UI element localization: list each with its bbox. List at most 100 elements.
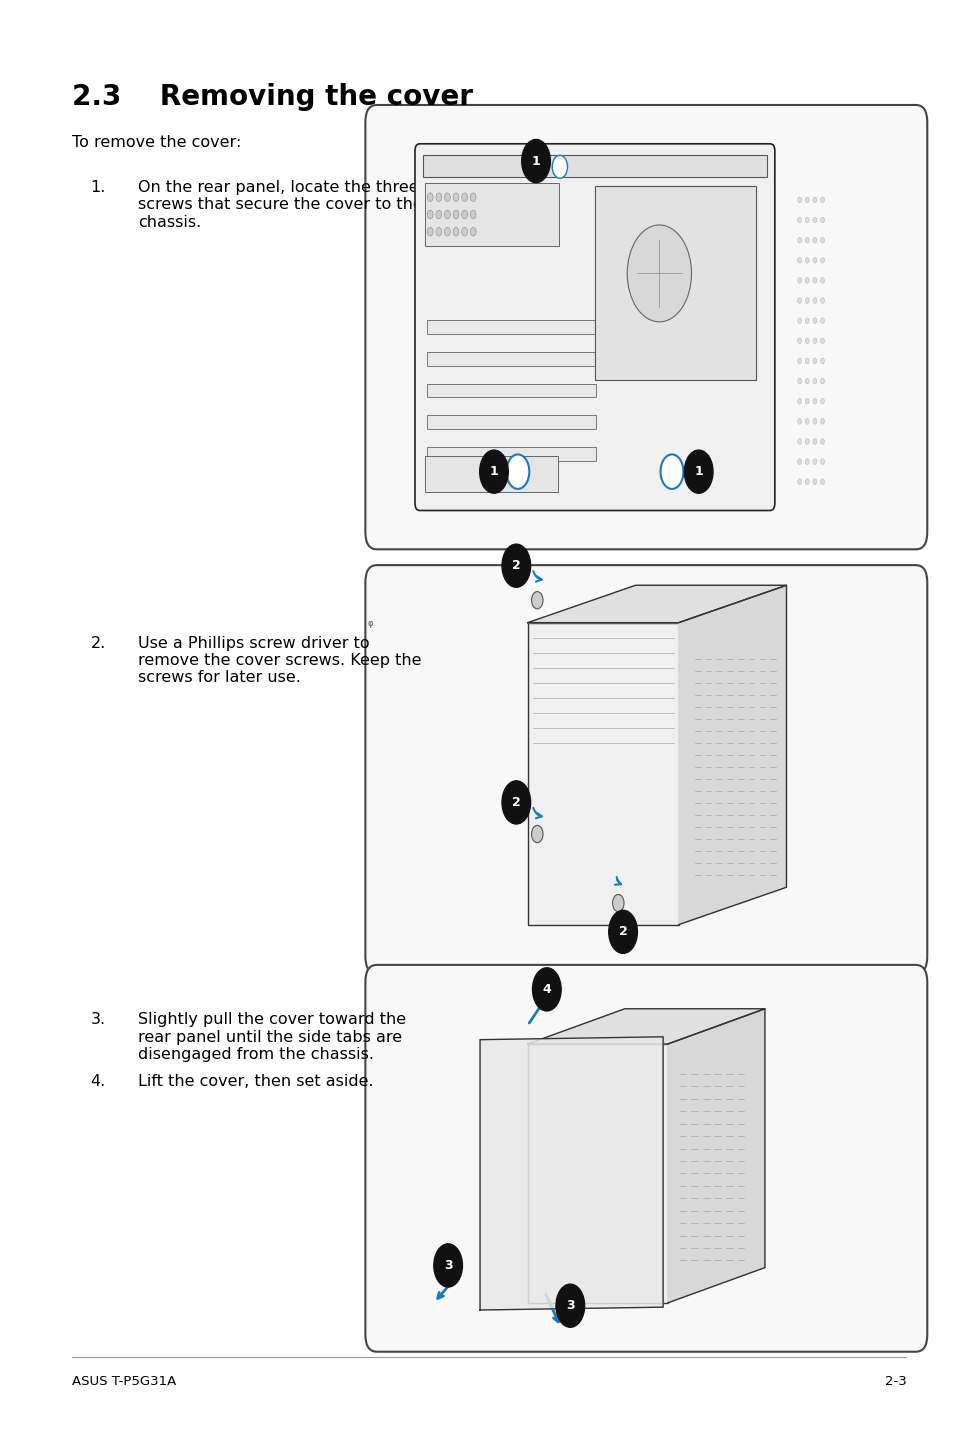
Circle shape <box>812 217 816 223</box>
Circle shape <box>812 318 816 324</box>
FancyBboxPatch shape <box>415 144 774 510</box>
Text: 4: 4 <box>542 982 551 997</box>
Circle shape <box>812 439 816 444</box>
Circle shape <box>470 193 476 201</box>
Bar <box>427 321 595 334</box>
Circle shape <box>804 358 808 364</box>
Circle shape <box>804 338 808 344</box>
Circle shape <box>804 398 808 404</box>
Circle shape <box>797 237 801 243</box>
Circle shape <box>797 197 801 203</box>
Circle shape <box>501 544 530 587</box>
Text: 2-3: 2-3 <box>883 1375 905 1388</box>
Circle shape <box>820 479 823 485</box>
Circle shape <box>804 278 808 283</box>
Text: φ: φ <box>367 618 373 627</box>
Circle shape <box>461 210 467 219</box>
Circle shape <box>812 459 816 464</box>
Circle shape <box>479 450 508 493</box>
Text: 2.: 2. <box>91 636 106 650</box>
Circle shape <box>820 237 823 243</box>
Polygon shape <box>667 1009 764 1303</box>
Circle shape <box>444 227 450 236</box>
Text: 2: 2 <box>512 559 520 572</box>
Circle shape <box>812 338 816 344</box>
Circle shape <box>797 358 801 364</box>
Circle shape <box>820 217 823 223</box>
Circle shape <box>470 210 476 219</box>
Bar <box>527 623 678 925</box>
Circle shape <box>804 418 808 424</box>
Circle shape <box>608 910 637 953</box>
Circle shape <box>470 227 476 236</box>
Circle shape <box>797 217 801 223</box>
Text: 4.: 4. <box>91 1074 106 1089</box>
Circle shape <box>804 217 808 223</box>
Circle shape <box>797 439 801 444</box>
Circle shape <box>453 193 458 201</box>
Circle shape <box>820 398 823 404</box>
Circle shape <box>444 193 450 201</box>
Circle shape <box>812 197 816 203</box>
Circle shape <box>804 378 808 384</box>
Text: 1: 1 <box>531 154 539 168</box>
Bar <box>527 1044 667 1303</box>
Text: Slightly pull the cover toward the
rear panel until the side tabs are
disengaged: Slightly pull the cover toward the rear … <box>138 1012 406 1063</box>
Bar <box>595 187 756 380</box>
Bar <box>427 416 595 429</box>
Circle shape <box>812 278 816 283</box>
Text: To remove the cover:: To remove the cover: <box>71 135 241 150</box>
Circle shape <box>804 459 808 464</box>
Circle shape <box>797 398 801 404</box>
Circle shape <box>453 210 458 219</box>
Circle shape <box>820 459 823 464</box>
Circle shape <box>812 398 816 404</box>
Circle shape <box>797 479 801 485</box>
Circle shape <box>427 227 433 236</box>
Circle shape <box>797 257 801 263</box>
Circle shape <box>436 193 441 201</box>
Polygon shape <box>527 1009 764 1044</box>
Circle shape <box>531 825 542 843</box>
Circle shape <box>797 318 801 324</box>
Text: 1.: 1. <box>91 180 106 194</box>
Circle shape <box>812 257 816 263</box>
Circle shape <box>820 257 823 263</box>
Circle shape <box>797 378 801 384</box>
Circle shape <box>612 894 623 912</box>
FancyBboxPatch shape <box>365 105 926 549</box>
Polygon shape <box>678 585 785 925</box>
Circle shape <box>804 197 808 203</box>
Circle shape <box>812 479 816 485</box>
Circle shape <box>556 1284 584 1327</box>
Text: Use a Phillips screw driver to
remove the cover screws. Keep the
screws for late: Use a Phillips screw driver to remove th… <box>138 636 421 686</box>
Circle shape <box>804 298 808 303</box>
Circle shape <box>531 591 542 608</box>
Bar <box>424 456 558 492</box>
Circle shape <box>797 338 801 344</box>
Circle shape <box>804 479 808 485</box>
Circle shape <box>820 439 823 444</box>
Text: 3.: 3. <box>91 1012 106 1027</box>
FancyBboxPatch shape <box>365 565 926 974</box>
Circle shape <box>804 439 808 444</box>
Circle shape <box>820 318 823 324</box>
Circle shape <box>804 257 808 263</box>
Circle shape <box>812 298 816 303</box>
Bar <box>427 447 595 460</box>
Circle shape <box>552 155 567 178</box>
FancyBboxPatch shape <box>365 965 926 1352</box>
Circle shape <box>820 298 823 303</box>
Circle shape <box>659 454 682 489</box>
Circle shape <box>427 210 433 219</box>
Circle shape <box>501 781 530 824</box>
Text: 2: 2 <box>512 795 520 810</box>
Circle shape <box>461 193 467 201</box>
Text: Lift the cover, then set aside.: Lift the cover, then set aside. <box>138 1074 374 1089</box>
Circle shape <box>820 418 823 424</box>
Polygon shape <box>527 585 785 623</box>
Circle shape <box>626 224 691 322</box>
Circle shape <box>804 237 808 243</box>
Circle shape <box>820 378 823 384</box>
Text: On the rear panel, locate the three
screws that secure the cover to the
chassis.: On the rear panel, locate the three scre… <box>138 180 422 230</box>
